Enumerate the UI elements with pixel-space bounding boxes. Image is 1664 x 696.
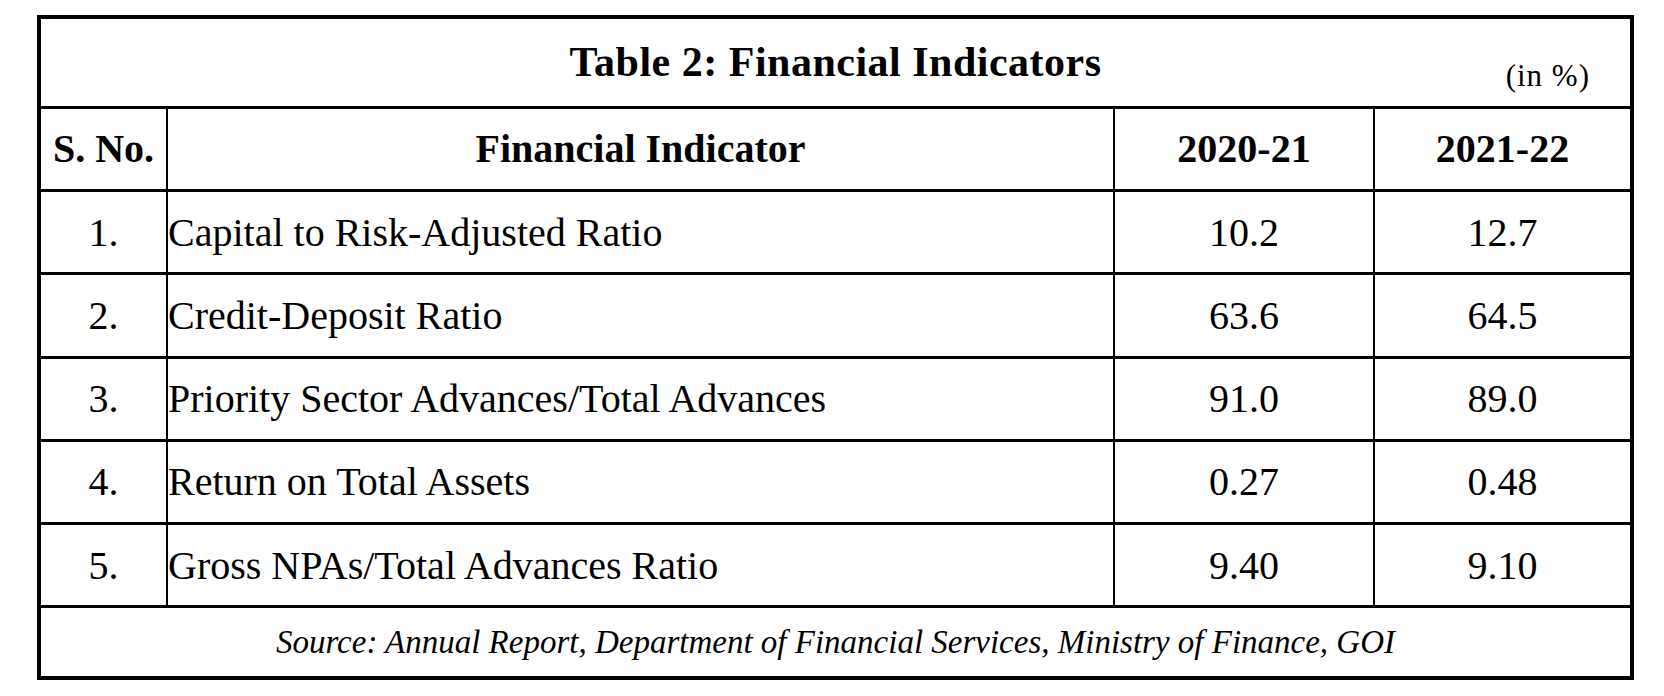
column-header-year1: 2020-21 xyxy=(1114,107,1374,190)
document-page: Table 2: Financial Indicators (in %) S. … xyxy=(0,0,1664,696)
row-indicator: Capital to Risk-Adjusted Ratio xyxy=(167,191,1114,274)
table-row: 5. Gross NPAs/Total Advances Ratio 9.40 … xyxy=(39,524,1632,607)
row-value-year2: 64.5 xyxy=(1374,274,1632,357)
row-value-year2: 0.48 xyxy=(1374,440,1632,523)
table-row: 4. Return on Total Assets 0.27 0.48 xyxy=(39,440,1632,523)
row-value-year1: 63.6 xyxy=(1114,274,1374,357)
column-header-sno: S. No. xyxy=(39,107,167,190)
row-value-year2: 9.10 xyxy=(1374,524,1632,607)
row-value-year2: 89.0 xyxy=(1374,357,1632,440)
row-value-year1: 10.2 xyxy=(1114,191,1374,274)
row-indicator: Return on Total Assets xyxy=(167,440,1114,523)
row-indicator: Credit-Deposit Ratio xyxy=(167,274,1114,357)
row-indicator: Priority Sector Advances/Total Advances xyxy=(167,357,1114,440)
table-title: Table 2: Financial Indicators xyxy=(569,39,1101,85)
financial-indicators-table: Table 2: Financial Indicators (in %) S. … xyxy=(37,15,1634,680)
row-sno: 2. xyxy=(39,274,167,357)
table-title-cell: Table 2: Financial Indicators (in %) xyxy=(39,17,1632,107)
table-title-row: Table 2: Financial Indicators (in %) xyxy=(39,17,1632,107)
unit-note: (in %) xyxy=(1506,58,1590,94)
table-row: 3. Priority Sector Advances/Total Advanc… xyxy=(39,357,1632,440)
row-value-year1: 9.40 xyxy=(1114,524,1374,607)
table-row: 1. Capital to Risk-Adjusted Ratio 10.2 1… xyxy=(39,191,1632,274)
row-value-year1: 91.0 xyxy=(1114,357,1374,440)
row-sno: 5. xyxy=(39,524,167,607)
row-sno: 4. xyxy=(39,440,167,523)
table-header-row: S. No. Financial Indicator 2020-21 2021-… xyxy=(39,107,1632,190)
column-header-year2: 2021-22 xyxy=(1374,107,1632,190)
row-value-year1: 0.27 xyxy=(1114,440,1374,523)
row-indicator: Gross NPAs/Total Advances Ratio xyxy=(167,524,1114,607)
table-source-row: Source: Annual Report, Department of Fin… xyxy=(39,607,1632,678)
row-sno: 3. xyxy=(39,357,167,440)
row-sno: 1. xyxy=(39,191,167,274)
table-row: 2. Credit-Deposit Ratio 63.6 64.5 xyxy=(39,274,1632,357)
source-note: Source: Annual Report, Department of Fin… xyxy=(39,607,1632,678)
row-value-year2: 12.7 xyxy=(1374,191,1632,274)
column-header-indicator: Financial Indicator xyxy=(167,107,1114,190)
